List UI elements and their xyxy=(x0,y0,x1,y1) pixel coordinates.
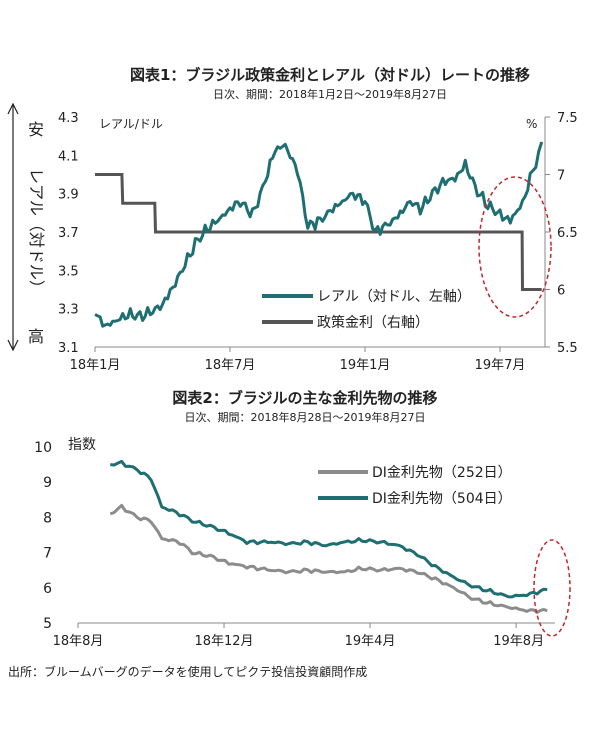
chart1-legend: レアル（対ドル、左軸） 政策金利（右軸） xyxy=(262,289,471,331)
y-left-unit: レアル/ドル xyxy=(99,117,163,131)
arrow-up-icon xyxy=(7,102,19,115)
chart2-subtitle: 日次、期間：2018年8月28日～2019年8月27日 xyxy=(185,410,426,424)
legend-label-brl: レアル（対ドル、左軸） xyxy=(317,289,471,305)
series-brl-line xyxy=(94,141,544,328)
chart2-title: 図表2：ブラジルの主な金利先物の推移 xyxy=(172,389,437,407)
x-tick-label: 19年8月 xyxy=(493,634,544,649)
y-left-tick-label: 3.7 xyxy=(58,226,79,241)
y-left-tick-label: 3.9 xyxy=(58,188,79,203)
legend-label-di504: DI金利先物（504日） xyxy=(372,491,512,507)
source-note: 出所：ブルームバーグのデータを使用してピクテ投信投資顧問作成 xyxy=(8,664,367,679)
x-tick-label: 18年7月 xyxy=(205,358,256,373)
y-tick-label: 9 xyxy=(43,475,52,491)
y-left-label-top: 安 xyxy=(28,120,44,139)
chart2-y-label: 指数 xyxy=(68,437,96,453)
y-left-tick-label: 3.1 xyxy=(58,341,79,356)
x-tick-label: 18年12月 xyxy=(194,634,253,649)
highlight-ellipse-chart2 xyxy=(533,539,571,637)
x-tick-label: 18年1月 xyxy=(70,358,121,373)
legend-label-policy-rate: 政策金利（右軸） xyxy=(317,314,429,331)
series-policy-rate-line xyxy=(95,173,542,291)
y-tick-label: 10 xyxy=(34,440,52,456)
series-di504-line xyxy=(110,459,548,599)
chart2-x-ticks: 18年8月 18年12月 19年4月 19年8月 xyxy=(53,623,544,649)
x-tick-label: 19年7月 xyxy=(475,358,526,373)
y-right-tick-label: 7.5 xyxy=(557,111,578,126)
y-right-tick-label: 7 xyxy=(557,169,565,184)
y-left-tick-label: 4.3 xyxy=(58,111,79,126)
y-left-label-bottom: 高 xyxy=(28,327,44,346)
chart1-title: 図表1：ブラジル政策金利とレアル（対ドル）レートの推移 xyxy=(130,66,530,84)
chart2-legend: DI金利先物（252日） DI金利先物（504日） xyxy=(318,465,512,507)
y-right-tick-label: 5.5 xyxy=(557,341,578,356)
y-left-label-mid: レアル（対ドル） xyxy=(27,168,46,296)
y-left-tick-label: 4.1 xyxy=(58,149,79,164)
x-tick-label: 19年1月 xyxy=(340,358,391,373)
highlight-ellipse-chart1 xyxy=(478,176,552,318)
y-tick-label: 6 xyxy=(43,581,52,597)
legend-label-di252: DI金利先物（252日） xyxy=(372,465,512,481)
x-tick-label: 19年4月 xyxy=(345,634,396,649)
chart1-y-right-ticks: 7.5 7 6.5 6 5.5 xyxy=(545,111,578,356)
chart1-y-left-ticks: 4.3 4.1 3.9 3.7 3.5 3.3 3.1 xyxy=(58,111,79,356)
y-left-tick-label: 3.5 xyxy=(58,264,79,279)
chart1-x-ticks: 18年1月 18年7月 19年1月 19年7月 xyxy=(70,347,526,373)
chart1-subtitle: 日次、期間：2018年1月2日～2019年8月27日 xyxy=(213,87,447,101)
y-tick-label: 8 xyxy=(43,510,52,526)
series-di252-line xyxy=(109,503,548,614)
y-right-tick-label: 6 xyxy=(557,284,565,299)
y-left-tick-label: 3.3 xyxy=(58,303,79,318)
arrow-down-icon xyxy=(7,339,19,352)
x-tick-label: 18年8月 xyxy=(53,634,104,649)
y-right-unit: % xyxy=(526,117,537,131)
y-tick-label: 7 xyxy=(43,546,52,562)
y-tick-label: 5 xyxy=(43,616,52,632)
y-right-tick-label: 6.5 xyxy=(557,226,578,241)
chart2-y-ticks: 10 9 8 7 6 5 xyxy=(34,440,52,632)
